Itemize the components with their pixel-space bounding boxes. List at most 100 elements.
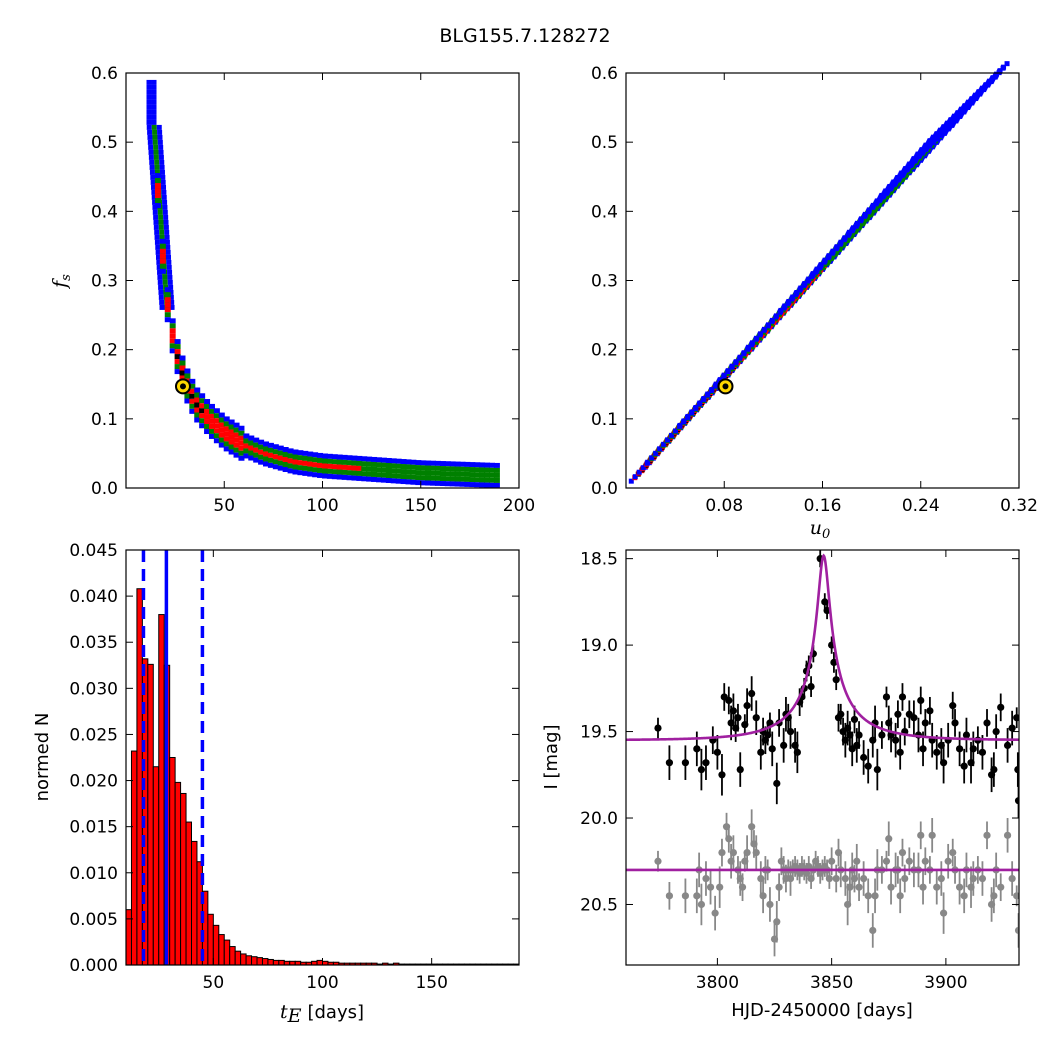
- event-point: [793, 748, 801, 756]
- heatmap-cell: [474, 462, 481, 468]
- heatmap-cell: [146, 114, 152, 120]
- event-point: [860, 753, 868, 762]
- heatmap-cell: [267, 462, 274, 468]
- heatmap-cell: [184, 368, 191, 374]
- heatmap-cell: [146, 124, 152, 130]
- heatmap-cell: [153, 149, 159, 155]
- heatmap-cell: [151, 104, 157, 110]
- event-point: [969, 745, 977, 753]
- heatmap-cell: [194, 417, 201, 423]
- baseline-point: [654, 857, 662, 865]
- heatmap-cell: [199, 393, 206, 399]
- heatmap-cell: [439, 481, 446, 487]
- heatmap-cell: [459, 476, 466, 482]
- heatmap-cell: [297, 470, 304, 476]
- event-point: [786, 727, 795, 736]
- baseline-point: [711, 909, 719, 917]
- heatmap-cell: [152, 134, 158, 140]
- heatmap-cell: [307, 451, 314, 457]
- event-point: [917, 696, 925, 705]
- heatmap-cell: [169, 348, 176, 354]
- baseline-point: [766, 900, 774, 909]
- heatmap-cell: [248, 440, 255, 446]
- heatmap-cell: [351, 475, 358, 481]
- heatmap-cell: [899, 170, 905, 176]
- heatmap-cell: [415, 480, 422, 486]
- light-curve-points: [626, 550, 1019, 957]
- heatmap-cell: [228, 449, 235, 455]
- heatmap-cell: [891, 179, 897, 185]
- heatmap-cell: [174, 359, 181, 365]
- heatmap-cell: [741, 350, 747, 356]
- heatmap-cell: [858, 216, 864, 222]
- heatmap-cell: [464, 481, 471, 487]
- heatmap-cell: [361, 456, 368, 462]
- heatmap-cell: [243, 448, 250, 454]
- y-tick-label: 0.010: [69, 864, 118, 884]
- heatmap-cell: [346, 475, 353, 481]
- heatmap-cell: [164, 229, 170, 235]
- event-point: [864, 762, 872, 770]
- heatmap-cell: [223, 446, 230, 452]
- heatmap-cell: [312, 467, 319, 473]
- event-point: [990, 766, 998, 774]
- heatmap-cell: [151, 114, 157, 120]
- heatmap-cell: [955, 110, 961, 116]
- heatmap-cell: [842, 235, 848, 241]
- y-tick-label: 0.035: [69, 633, 118, 653]
- heatmap-cell: [701, 396, 707, 402]
- baseline-point: [738, 883, 747, 891]
- heatmap-cell: [341, 474, 348, 480]
- heatmap-cell: [158, 219, 164, 225]
- heatmap-cell: [405, 474, 412, 480]
- y-tick-label: 0.5: [91, 133, 118, 153]
- heatmap-cell: [151, 189, 157, 195]
- heatmap-cell: [425, 480, 432, 486]
- event-point: [665, 759, 674, 767]
- heatmap-cell: [179, 375, 186, 381]
- panel-te-histogram: 50 100 150 0.000 0.005 0.010 0.015 0.020 0.025 0.…: [32, 541, 520, 1027]
- heatmap-cell: [218, 427, 225, 433]
- heatmap-cell: [157, 274, 163, 280]
- heatmap-cell: [410, 459, 417, 465]
- heatmap-cell: [159, 299, 165, 305]
- x-tick-label: 50: [203, 973, 225, 993]
- heatmap-cell: [312, 452, 319, 458]
- histogram-bar: [136, 588, 143, 966]
- heatmap-cell: [380, 477, 387, 483]
- heatmap-cell: [163, 219, 169, 225]
- y-tick-label: 0.2: [91, 341, 118, 361]
- baseline-point: [828, 857, 836, 865]
- baseline-point: [905, 857, 913, 865]
- heatmap-cell: [146, 94, 152, 100]
- heatmap-cell: [164, 317, 171, 323]
- y-tick-label: 0.4: [91, 202, 118, 222]
- heatmap-cell: [169, 328, 176, 334]
- heatmap-cell: [151, 99, 157, 105]
- event-point: [757, 748, 765, 756]
- heatmap-cell: [292, 449, 299, 455]
- heatmap-cell: [151, 94, 157, 100]
- histogram-bar: [130, 750, 138, 966]
- heatmap-cell: [997, 68, 1003, 74]
- baseline-point: [1013, 892, 1019, 900]
- heatmap-cell: [677, 422, 683, 428]
- heatmap-cell: [336, 469, 343, 475]
- histogram-bar: [229, 946, 236, 966]
- heatmap-cell: [146, 119, 152, 125]
- heatmap-cell: [361, 476, 368, 482]
- heatmap-cell: [434, 460, 441, 466]
- heatmap-cell: [459, 461, 466, 467]
- heatmap-cell: [153, 224, 159, 230]
- heatmap-cell: [983, 82, 989, 88]
- heatmap-cell: [1004, 61, 1010, 67]
- heatmap-cell: [434, 465, 441, 471]
- heatmap-cell: [874, 198, 880, 204]
- heatmap-cell: [400, 469, 407, 475]
- heatmap-cell: [479, 467, 486, 473]
- heatmap-cell: [444, 481, 451, 487]
- heatmap-cell: [847, 229, 853, 235]
- heatmap-cell: [810, 271, 816, 277]
- histogram-bar: [212, 924, 220, 966]
- heatmap-cell: [400, 474, 407, 480]
